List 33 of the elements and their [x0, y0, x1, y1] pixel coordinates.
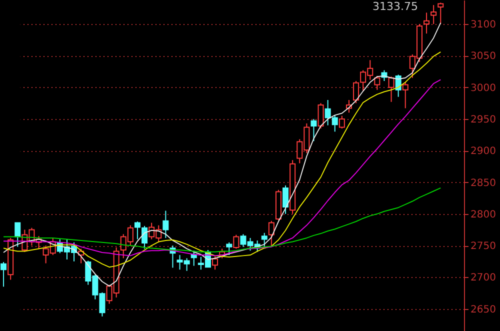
y-tick-label: 2850	[470, 178, 496, 189]
candlestick	[338, 115, 345, 129]
candlestick	[162, 210, 169, 238]
candlestick	[268, 220, 274, 248]
candlestick	[134, 221, 140, 240]
y-tick-label: 2650	[470, 304, 496, 316]
candlestick	[324, 99, 331, 126]
candlestick	[332, 114, 338, 132]
candlestick	[212, 256, 218, 270]
candlestick	[0, 262, 7, 288]
line-series	[3, 51, 442, 268]
y-tick-label: 3000	[470, 82, 496, 94]
candlestick	[424, 12, 430, 34]
candlestick	[142, 225, 148, 250]
y-tick-label: 2800	[470, 209, 496, 220]
candlestick	[374, 75, 380, 90]
annotation: 3133.75	[372, 0, 418, 13]
candlestick	[430, 4, 437, 25]
candlestick	[14, 222, 21, 248]
y-tick-label: 3050	[470, 51, 496, 62]
candlestick	[310, 118, 317, 142]
y-tick-label: 2750	[470, 241, 496, 252]
y-tick-label: 3100	[470, 20, 496, 31]
candlestick	[282, 184, 289, 214]
candlestick	[226, 242, 232, 256]
candlestick	[402, 82, 408, 109]
candlestick	[261, 232, 268, 248]
y-tick-label: 2700	[470, 272, 496, 284]
candlestick	[388, 76, 394, 102]
y-tick-label: 2950	[470, 114, 496, 126]
candlestick	[318, 102, 324, 129]
candlestick	[233, 234, 240, 250]
y-tick-label: 2900	[470, 146, 496, 158]
